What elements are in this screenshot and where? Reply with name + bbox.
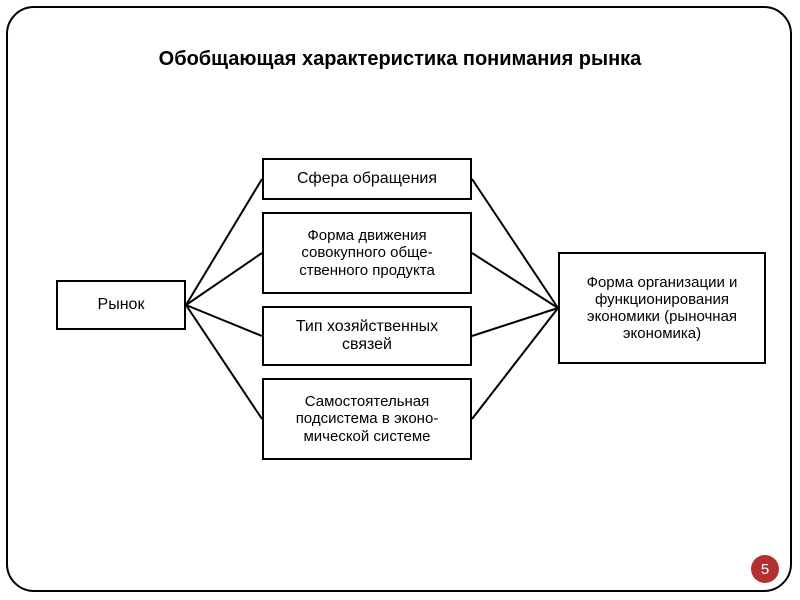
node-subsys: Самостоятельная подсистема в эконо­мичес… xyxy=(262,378,472,460)
node-econ: Форма организации и функционирования эко… xyxy=(558,252,766,364)
node-sphere: Сфера обращения xyxy=(262,158,472,200)
node-form_mv: Форма движения совокупного обще­ственног… xyxy=(262,212,472,294)
page-number-badge: 5 xyxy=(751,555,779,583)
node-rynok: Рынок xyxy=(56,280,186,330)
node-type: Тип хозяйственных связей xyxy=(262,306,472,366)
slide-title: Обобщающая характеристика понимания рынк… xyxy=(0,48,800,71)
